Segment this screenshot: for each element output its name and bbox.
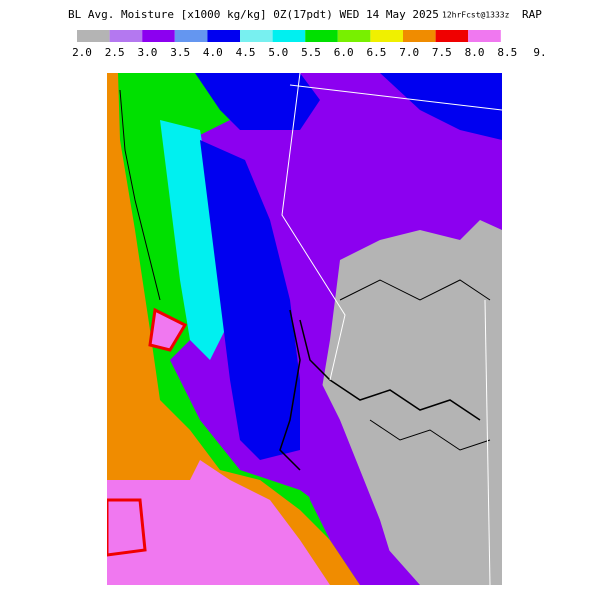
contour: [279, 309, 301, 471]
colorbar-swatch: [207, 30, 240, 42]
colorbar-swatch: [435, 30, 469, 42]
model: RAP: [522, 8, 542, 21]
colorbar: 2.0 2.5 3.0 3.5 4.0 4.5 5.0 5.5 6.0 6.5 7.0 7.5 8.0 8…: [72, 30, 547, 59]
title: BL Avg. Moisture [x1000 kg/kg] 0Z(17pdt)…: [68, 8, 439, 21]
region-blue-ne: [380, 73, 502, 140]
colorbar-label: 2.0: [72, 46, 92, 59]
colorbar-label: 6.0: [334, 46, 354, 59]
colorbar-swatch: [337, 30, 371, 42]
colorbar-label: 3.0: [137, 46, 157, 59]
region-purple-south: [300, 380, 400, 585]
colorbar-label: 2.5: [105, 46, 125, 59]
colorbar-label: 4.5: [236, 46, 256, 59]
colorbar-label: 7.5: [432, 46, 452, 59]
colorbar-swatch: [109, 30, 143, 42]
colorbar-swatch: [174, 30, 208, 42]
forecast: 12hrFcst@1333z: [442, 11, 510, 20]
region-pink-edge: [107, 498, 147, 557]
contour: [339, 279, 491, 301]
region-orange: [107, 73, 360, 585]
colorbar-swatch: [305, 30, 338, 42]
state-border: [289, 84, 502, 111]
colorbar-swatch: [77, 30, 110, 42]
colorbar-label: 5.0: [268, 46, 288, 59]
colorbar-swatch: [142, 30, 175, 42]
colorbar-swatch: [370, 30, 403, 42]
colorbar-label: 7.0: [399, 46, 419, 59]
region-cyan: [160, 120, 230, 360]
colorbar-label: 4.0: [203, 46, 223, 59]
colorbar-label: 6.5: [366, 46, 386, 59]
colorbar-label: 3.5: [170, 46, 190, 59]
colorbar-swatch: [468, 30, 501, 42]
contour: [369, 419, 491, 451]
colorbar-swatch: [240, 30, 273, 42]
contour: [119, 89, 161, 301]
colorbar-label: 8.0: [465, 46, 485, 59]
colorbar-label: 8.5: [497, 46, 517, 59]
colorbar-swatch: [403, 30, 436, 42]
contour: [299, 319, 481, 421]
region-blue-north: [195, 73, 320, 130]
map: [107, 73, 502, 585]
colorbar-swatch: [272, 30, 306, 42]
colorbar-label: 9.: [533, 46, 546, 59]
region-ocean: [107, 73, 115, 585]
region-blue: [200, 140, 300, 460]
state-border: [281, 73, 346, 381]
region-pink-bay: [148, 307, 188, 352]
state-border: [484, 299, 491, 585]
region-pink: [107, 460, 330, 585]
colorbar-label: 5.5: [301, 46, 321, 59]
